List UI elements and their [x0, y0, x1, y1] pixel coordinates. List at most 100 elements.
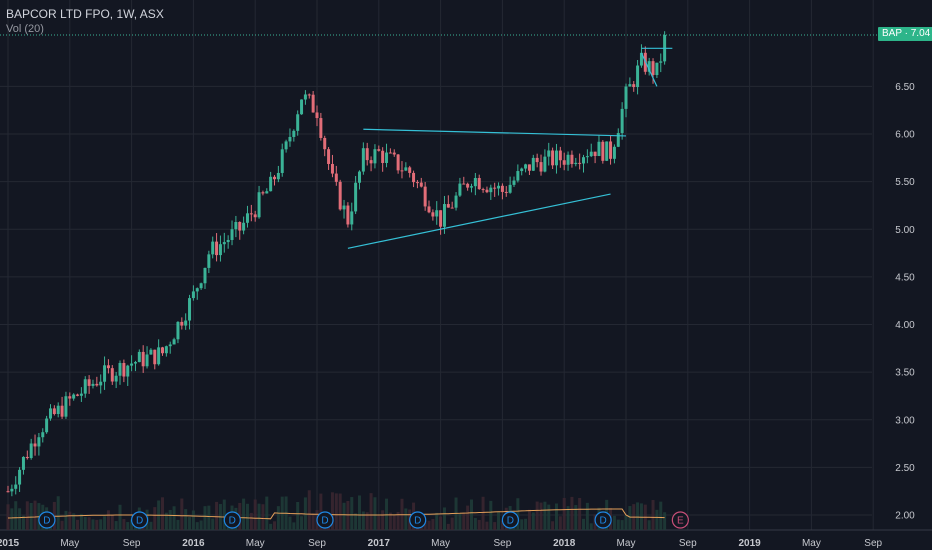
candle-body	[191, 291, 195, 299]
volume-bar	[207, 505, 211, 530]
volume-bar	[334, 493, 338, 530]
candle-body	[477, 178, 481, 190]
dividend-marker-circle[interactable]	[131, 511, 149, 529]
volume-bar	[103, 516, 107, 530]
candle-body	[369, 160, 373, 164]
candle-body	[636, 65, 640, 88]
candle-body	[381, 150, 385, 163]
volume-bar	[184, 509, 188, 530]
candle-body	[21, 456, 25, 470]
volume-bar	[249, 512, 253, 530]
candle-body	[442, 204, 446, 227]
x-axis: 2015 May Sep 2016 May Sep 2017 May Sep 2018 May Sep…	[0, 538, 883, 549]
earnings-marker-label: E	[677, 516, 684, 527]
volume-bar	[489, 500, 493, 530]
volume-bar	[161, 497, 164, 530]
candle-body	[400, 170, 404, 172]
candle-body	[153, 349, 157, 365]
candle-body	[585, 156, 589, 158]
volume-bar	[361, 511, 365, 530]
volume-bar	[497, 512, 501, 530]
trendline-flag-slope[interactable]	[640, 52, 658, 87]
price-tag-value: 7.04	[910, 28, 931, 39]
candle-body	[527, 164, 531, 171]
candle-body	[157, 347, 161, 365]
candle-body	[481, 189, 485, 191]
volume-bar	[589, 523, 593, 530]
dividend-marker-circle[interactable]	[316, 511, 334, 529]
candle-body	[276, 172, 280, 180]
volume-bar	[477, 519, 481, 530]
x-tick-label: 2017	[368, 538, 391, 549]
candle-body	[319, 118, 323, 138]
y-axis: 2.00 2.50 3.00 3.50 4.00 4.50 5.00 5.50 6.00 6.50	[895, 82, 915, 522]
candle-body	[531, 157, 535, 171]
volume-bar	[547, 504, 551, 530]
volume-bar	[585, 502, 589, 530]
candle-body	[188, 298, 192, 321]
candle-body	[211, 241, 215, 255]
candle-body	[628, 84, 632, 87]
volume-bar	[350, 497, 354, 530]
volume-bar	[114, 521, 118, 530]
candle-body	[242, 222, 246, 231]
volume-bar	[99, 519, 103, 530]
volume-bar	[655, 509, 659, 530]
candle-body	[118, 363, 122, 376]
candle-body	[99, 381, 103, 386]
volume-bar	[172, 506, 176, 530]
candle-body	[385, 152, 389, 163]
x-tick-label: May	[617, 538, 636, 549]
volume-bar	[373, 497, 377, 530]
volume-bar	[385, 498, 389, 530]
candle-body	[284, 141, 288, 150]
candle-body	[605, 141, 609, 161]
volume-bar	[535, 501, 539, 530]
candle-body	[72, 394, 76, 399]
volume-bar	[122, 519, 126, 530]
x-tick-label: Sep	[679, 538, 697, 549]
candle-body	[91, 383, 95, 386]
symbol-legend[interactable]: BAPCOR LTD FPO, 1W, ASX	[6, 7, 164, 21]
trendlines[interactable]	[347, 47, 673, 249]
candle-body	[500, 185, 504, 192]
dividend-marker-circle[interactable]	[409, 511, 427, 529]
candle-body	[52, 408, 56, 415]
y-tick-label: 4.50	[895, 272, 915, 283]
grid	[0, 0, 932, 531]
dividend-marker-label: D	[229, 516, 236, 527]
volume-bar	[616, 519, 620, 530]
dividend-marker-circle[interactable]	[501, 511, 519, 529]
volume-bar	[91, 519, 95, 530]
dividend-marker-circle[interactable]	[38, 511, 56, 529]
candle-body	[624, 86, 628, 109]
volume-bar	[18, 508, 22, 530]
volume-bar	[60, 520, 64, 530]
candle-body	[612, 146, 616, 159]
volume-bar	[493, 522, 497, 530]
candle-body	[14, 484, 18, 489]
candle-body	[265, 191, 269, 194]
candle-body	[307, 94, 311, 96]
dividend-marker-circle[interactable]	[223, 511, 241, 529]
candle-body	[616, 133, 620, 147]
dividend-marker-label: D	[136, 516, 143, 527]
candle-body	[145, 354, 149, 367]
volume-bar	[539, 502, 543, 530]
dividend-marker-label: D	[321, 516, 328, 527]
candle-body	[315, 112, 319, 119]
candle-body	[423, 186, 427, 207]
earnings-marker-circle[interactable]	[671, 511, 689, 529]
trendline-lower[interactable]	[347, 193, 611, 249]
volume-bar	[6, 504, 10, 530]
volume-bar	[357, 495, 361, 530]
volume-legend[interactable]: Vol (20)	[6, 23, 44, 35]
candle-body	[83, 379, 87, 394]
volume-bar	[83, 516, 87, 530]
volume-bar	[427, 520, 431, 530]
dividend-marker-circle[interactable]	[594, 511, 612, 529]
trendline-upper[interactable]	[363, 128, 627, 137]
volume-bar	[14, 501, 18, 530]
